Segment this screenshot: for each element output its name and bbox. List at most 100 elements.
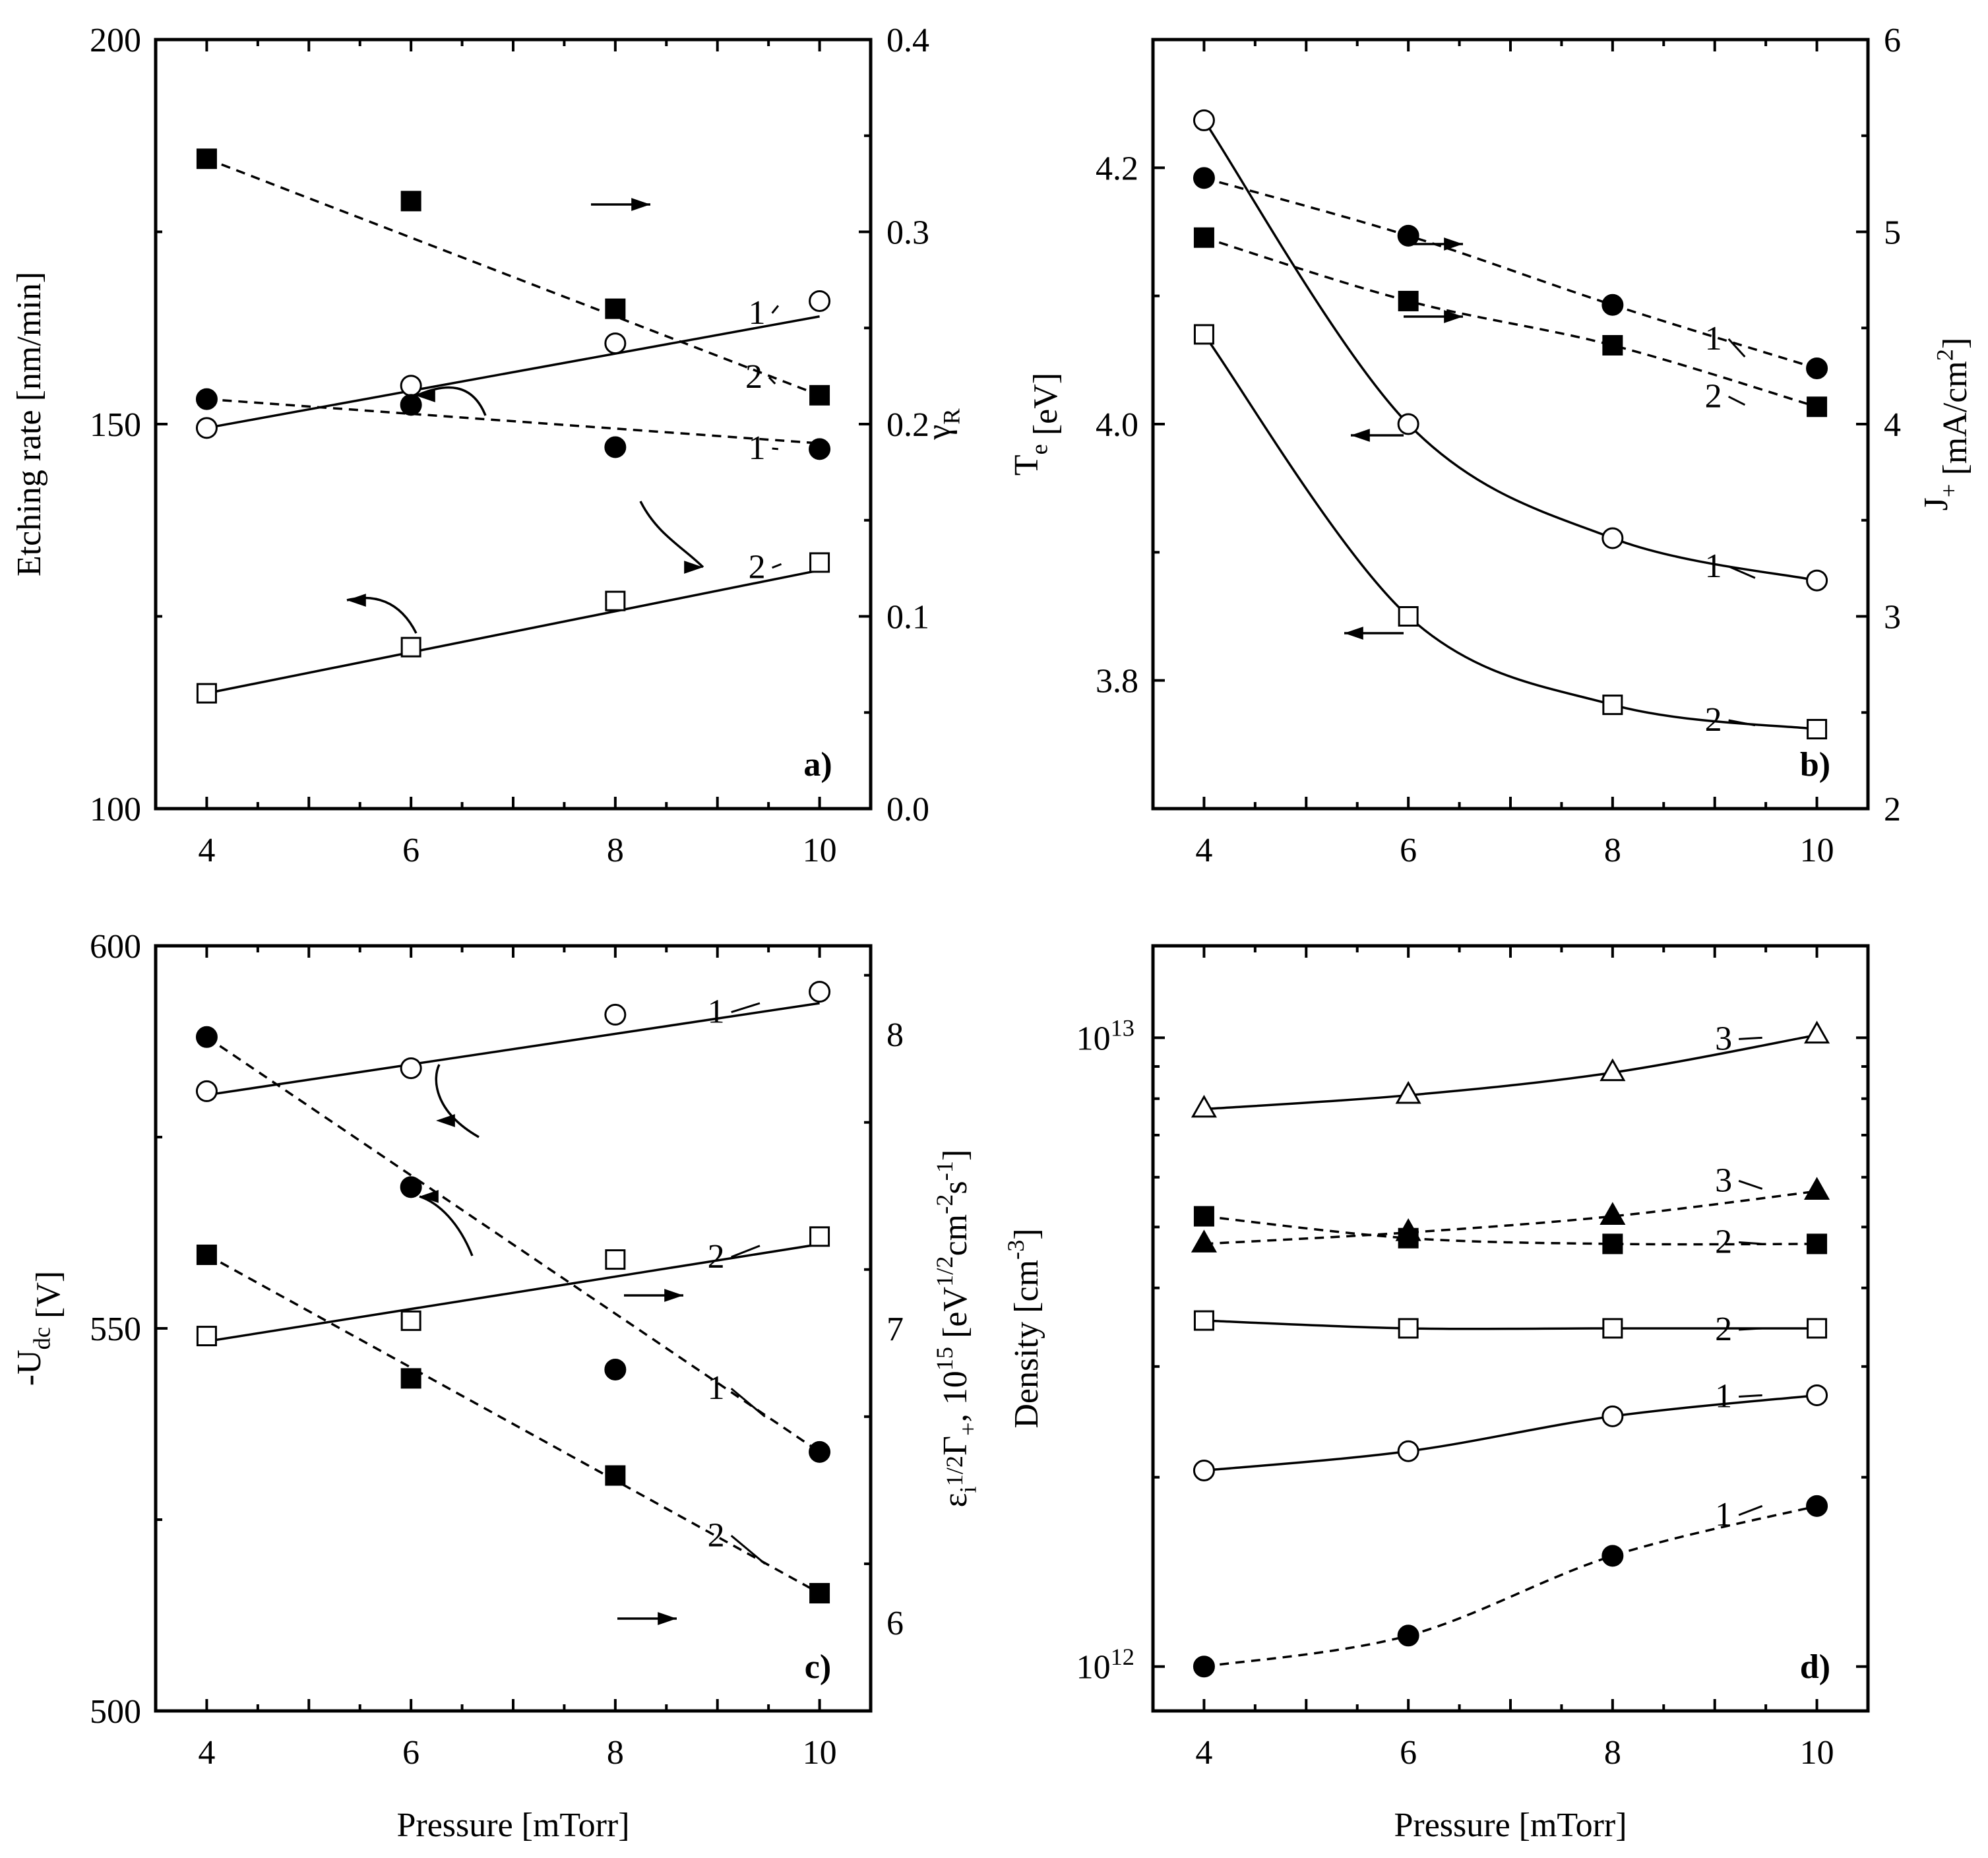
- arrow-shaft: [416, 386, 487, 416]
- x-tick-label: 8: [1604, 1734, 1621, 1772]
- data-point: [1193, 1459, 1215, 1481]
- panel-a: 4 6 8 10 100 150 200 0.0 0.1 0.2 0.3 0.4 Etching rat…: [11, 22, 965, 869]
- series-filled-circle-1: 1: [1193, 1495, 1828, 1678]
- panel-label: a): [803, 746, 832, 784]
- y-tick-label: 4.0: [1096, 406, 1138, 444]
- x-tick-label: 6: [402, 832, 419, 869]
- data-point: [1193, 324, 1214, 345]
- label-leader: [1739, 1241, 1762, 1245]
- label-leader: [771, 305, 780, 314]
- data-point: [1193, 1206, 1214, 1227]
- label-leader: [1728, 395, 1746, 406]
- y-axis-title: Etching rate [nm/min]: [11, 272, 48, 576]
- y2-tick-label: 3: [1884, 599, 1901, 636]
- fit-curve: [1204, 1034, 1817, 1111]
- series-open-circle-1: 1: [195, 981, 831, 1102]
- direction-arrow: [624, 1289, 683, 1302]
- arrow-head: [416, 389, 435, 402]
- y2-tick-label: 0.3: [886, 214, 929, 252]
- arrow-head: [347, 594, 366, 607]
- data-point: [604, 332, 627, 355]
- x-tick-label: 8: [1604, 832, 1621, 869]
- data-point: [1807, 1233, 1828, 1254]
- y2-tick-label: 0.0: [886, 791, 929, 828]
- x-axis-title: Pressure [mTorr]: [396, 1807, 629, 1844]
- series-label: 3: [1715, 1161, 1732, 1199]
- data-point: [1397, 413, 1419, 435]
- x-tick-label: 4: [1195, 1734, 1212, 1772]
- series-label: 2: [749, 549, 766, 586]
- data-point: [809, 290, 831, 312]
- data-point: [400, 1057, 422, 1080]
- x-tick-label: 10: [803, 832, 837, 869]
- data-point: [1806, 357, 1828, 379]
- data-point: [1398, 1318, 1419, 1339]
- data-point: [196, 1244, 217, 1265]
- series-label: 2: [1715, 1311, 1732, 1348]
- series-label: 1: [1715, 1377, 1732, 1415]
- label-leader: [1728, 719, 1756, 727]
- data-point: [1807, 396, 1828, 418]
- y2-tick-label: 8: [886, 1016, 904, 1054]
- x-tick-label: 6: [1400, 1734, 1417, 1772]
- data-point: [195, 417, 218, 439]
- direction-arrow: [1404, 310, 1463, 323]
- series-label: 3: [1715, 1020, 1732, 1057]
- y2-tick-label: 7: [886, 1311, 904, 1348]
- series-filled-square-2: 2: [196, 1244, 830, 1604]
- x-tick-label: 10: [1800, 832, 1834, 869]
- fit-curve: [1203, 236, 1818, 408]
- data-point: [1600, 1202, 1626, 1225]
- data-point: [1601, 294, 1624, 316]
- data-point: [196, 1326, 217, 1347]
- data-point: [1395, 1080, 1421, 1104]
- series-open-circle-1: 1: [1193, 109, 1828, 592]
- direction-arrow: [416, 386, 487, 416]
- y-axis-title: Te [eV]: [1008, 373, 1065, 476]
- direction-arrow: [435, 1064, 480, 1138]
- direction-arrow: [1344, 627, 1404, 640]
- data-point: [400, 394, 422, 416]
- series-label: 2: [1715, 1223, 1732, 1261]
- y-tick-label: 3.8: [1096, 663, 1138, 700]
- data-point: [1193, 1656, 1215, 1678]
- data-point: [809, 385, 830, 406]
- y-axis-title: Density [cm-3]: [1003, 1228, 1045, 1428]
- data-point: [1193, 227, 1214, 248]
- data-point: [400, 636, 421, 658]
- data-point: [1807, 1318, 1828, 1339]
- label-leader: [1739, 1036, 1762, 1040]
- data-point: [1602, 334, 1623, 356]
- panel-label: d): [1800, 1648, 1830, 1686]
- series-open-circle-1: 1: [1193, 1377, 1828, 1481]
- data-point: [604, 1003, 627, 1026]
- fit-curve: [1203, 333, 1817, 731]
- y-tick-label: 150: [90, 406, 141, 444]
- data-point: [1191, 1094, 1218, 1118]
- data-point: [605, 1465, 626, 1486]
- data-point: [809, 552, 830, 573]
- data-point: [809, 1226, 830, 1247]
- fit-curve: [1203, 177, 1818, 370]
- x-tick-label: 4: [198, 1734, 215, 1772]
- series-filled-square-2: 2: [1193, 227, 1828, 418]
- fit-curve: [1204, 1215, 1817, 1246]
- y-tick-label: 550: [90, 1311, 141, 1348]
- direction-arrow: [591, 198, 650, 211]
- series-filled-circle-1: 1: [195, 1026, 831, 1463]
- data-point: [605, 1249, 626, 1270]
- arrow-head: [436, 1114, 455, 1127]
- data-point: [809, 1440, 831, 1463]
- label-leader: [1728, 565, 1756, 579]
- x-tick-label: 8: [607, 832, 624, 869]
- series-label: 1: [708, 993, 725, 1031]
- data-point: [1602, 1318, 1623, 1339]
- series-label: 1: [1705, 320, 1722, 357]
- panel-b: 4 6 8 10 3.8 4.0 4.2 2 3 4 5 6 Te [eV] J+ [mA/cm2] b) 1…: [1008, 22, 1974, 869]
- data-point: [195, 1080, 218, 1102]
- x-tick-label: 4: [198, 832, 215, 869]
- data-point: [1398, 1227, 1419, 1249]
- arrow-head: [1344, 627, 1363, 640]
- data-point: [1601, 1545, 1624, 1567]
